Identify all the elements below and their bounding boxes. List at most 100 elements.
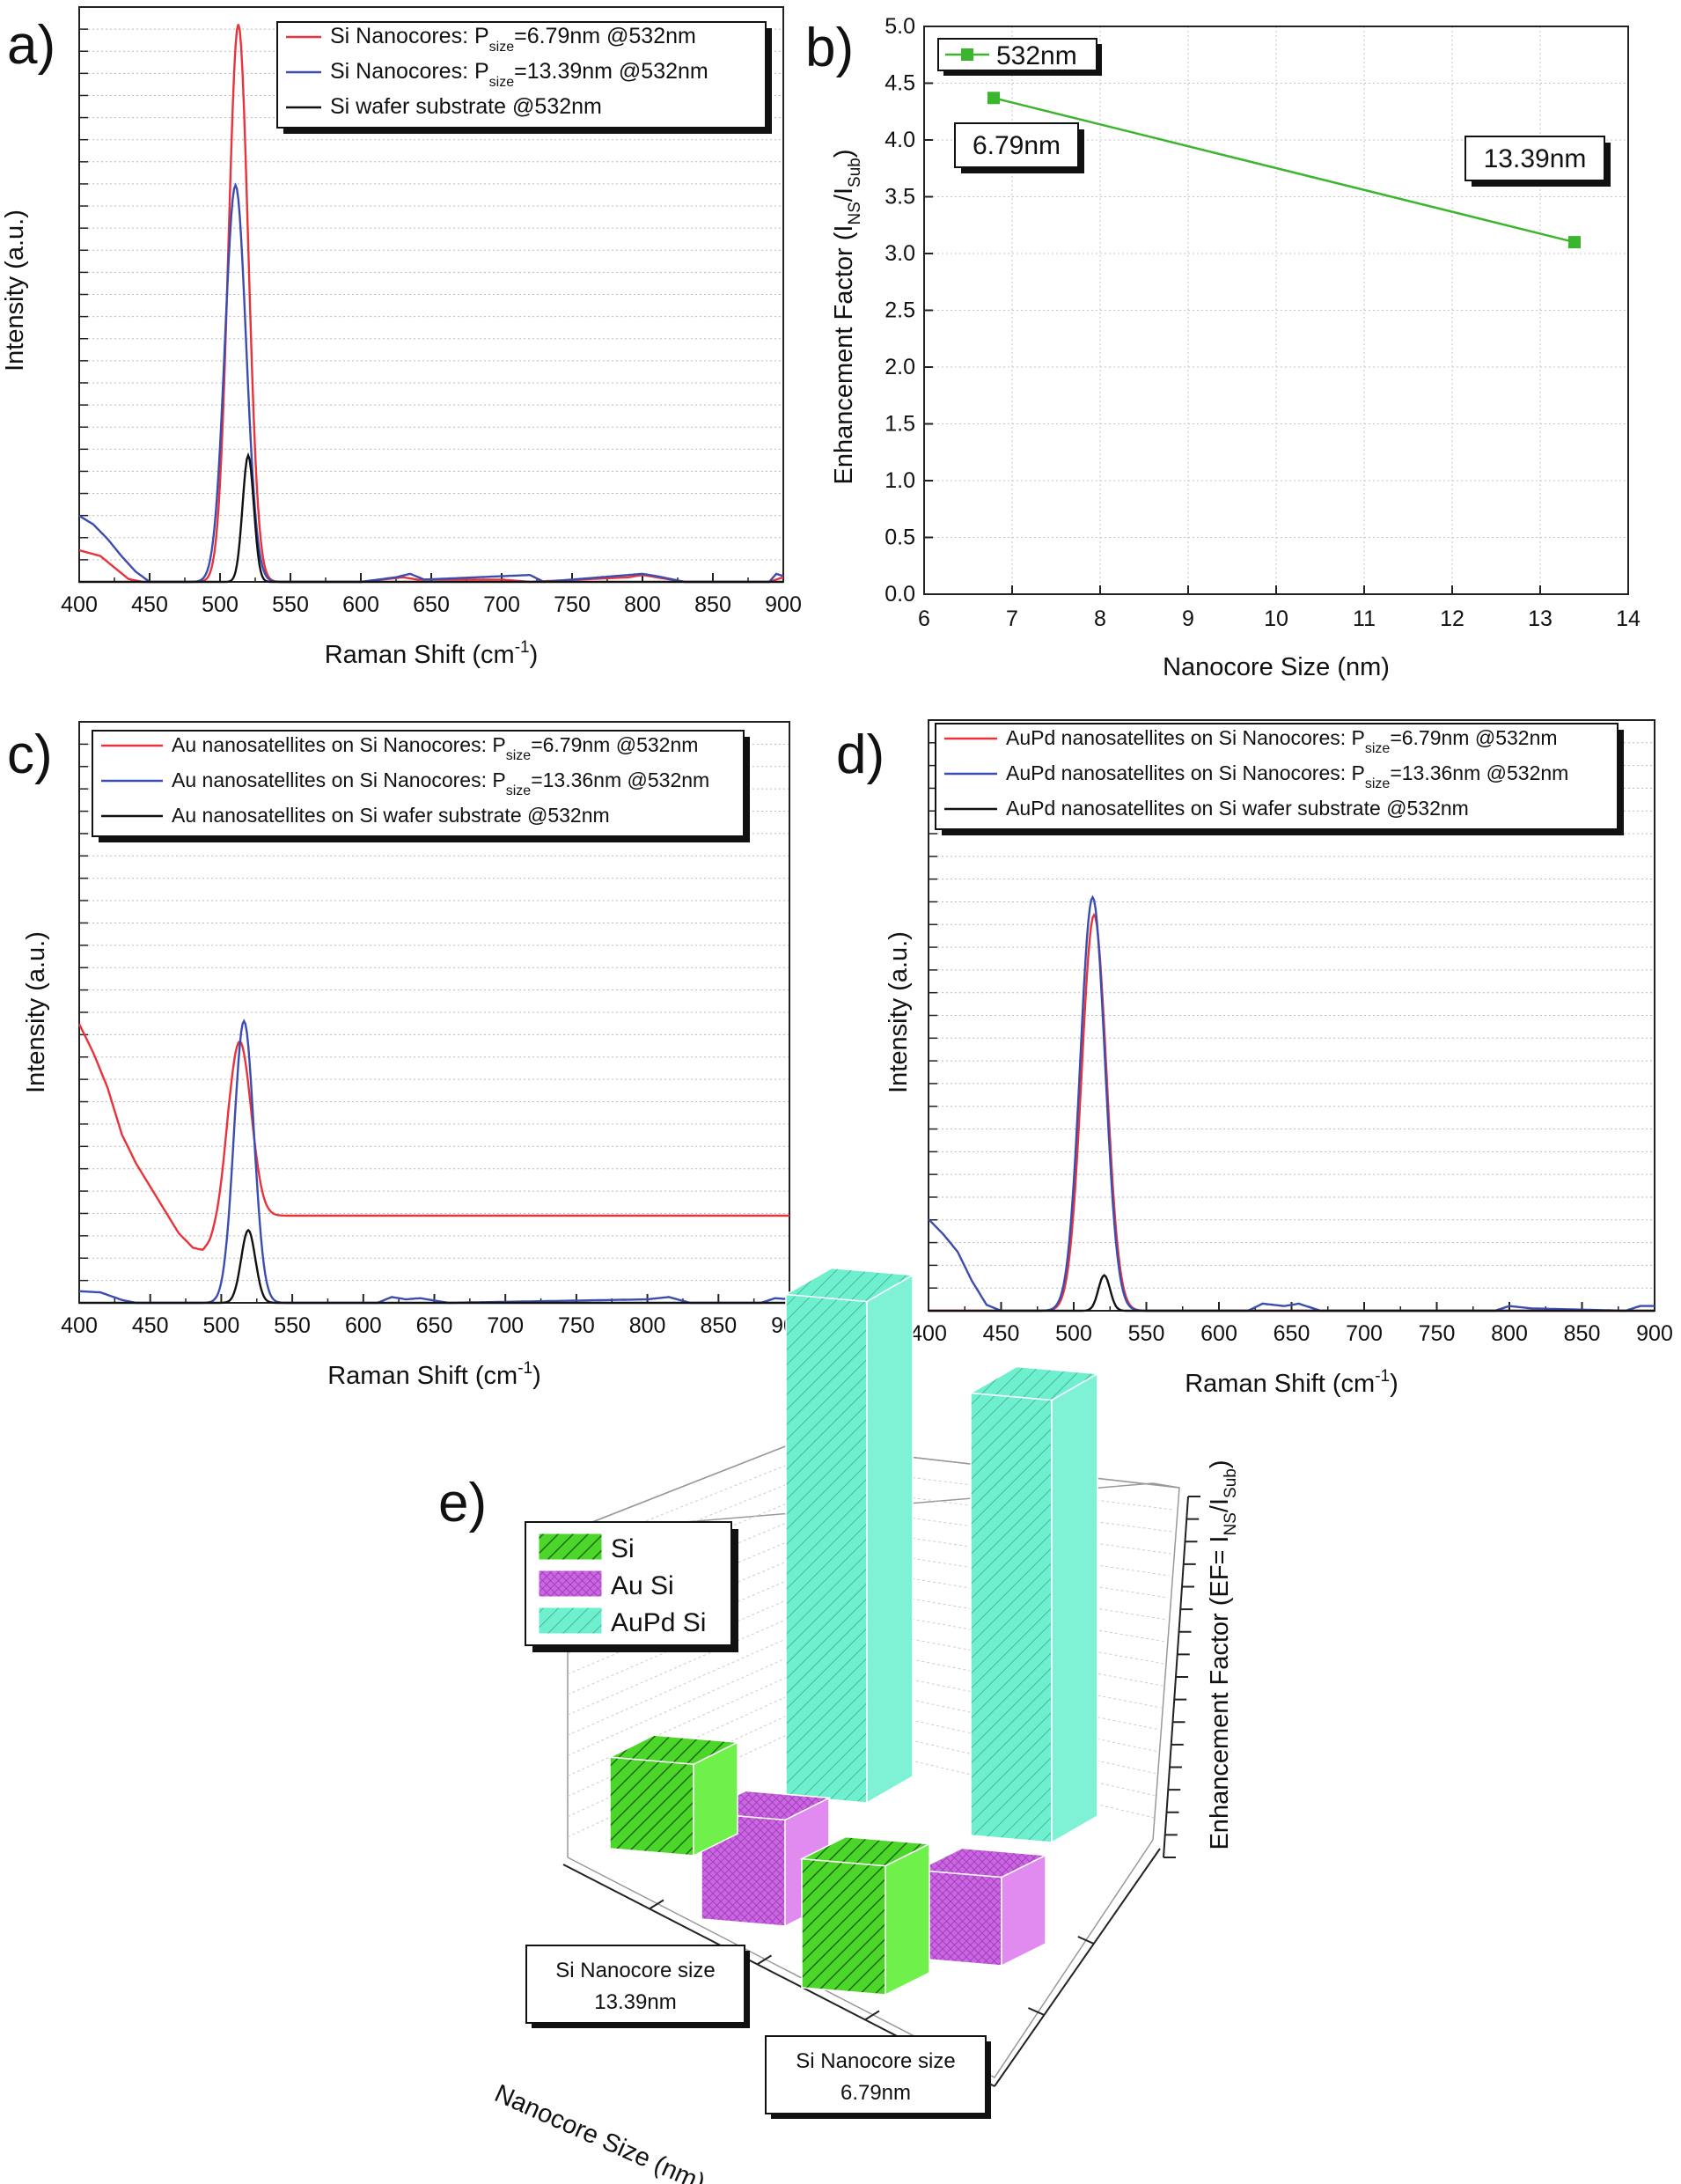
bar-si-2-side — [885, 1842, 930, 1996]
frame-floor — [567, 1839, 1154, 2078]
y-tick-label: 1.0 — [885, 468, 915, 493]
z-axis-label: Enhancement Factor (EF= INS/ISub) — [1206, 1460, 1240, 1849]
bar-aupd-2-top — [968, 1365, 1100, 1401]
legend-sub: size — [1365, 741, 1391, 756]
x-tick-label: 500 — [203, 1313, 240, 1338]
legend-entry-1: Au nanosatellites on Si Nanocores: Psize… — [172, 733, 698, 763]
x-tick-label: 750 — [554, 592, 591, 617]
y-axis-label: Intensity (a.u.) — [1, 210, 29, 371]
x-axis-label: Raman Shift (cm-1) — [325, 638, 539, 669]
x-tick-label: 550 — [274, 1313, 311, 1338]
series-line-3 — [79, 1228, 789, 1305]
x-axis-label: Nanocore Size (nm) — [1163, 653, 1390, 681]
x-tick — [756, 1954, 773, 1966]
y-tick-label: 2.0 — [885, 355, 915, 379]
x-axis-label-sup: -1 — [1375, 1367, 1390, 1386]
x-tick-label: 9 — [1182, 607, 1194, 631]
y-tick-label: 0.0 — [885, 582, 915, 607]
x-axis-label-end: ) — [1390, 1370, 1398, 1398]
x-tick-label: 450 — [132, 1313, 169, 1338]
grid-line — [567, 1636, 793, 1736]
legend-text: Au nanosatellites on Si Nanocores: P — [172, 733, 506, 756]
bar-si-2-front — [801, 1857, 886, 1996]
z-axis-label-sub: Sub — [1222, 1468, 1240, 1498]
legend-box — [935, 723, 1619, 830]
x-tick-label: 900 — [765, 592, 802, 617]
x-axis-label-end: ) — [530, 641, 539, 669]
series-line-2 — [928, 894, 1655, 1313]
y-tick — [1027, 2007, 1045, 2016]
x-axis-label-text: Raman Shift (cm — [1185, 1370, 1375, 1398]
legend-entry-3: Si wafer substrate @532nm — [330, 94, 602, 119]
legend-entry-1: AuPd nanosatellites on Si Nanocores: Psi… — [1006, 726, 1558, 756]
legend-text-end: =13.36nm @532nm — [531, 768, 709, 791]
bar-si-2-top — [799, 1835, 932, 1867]
data-point-2 — [1568, 236, 1581, 249]
legend-text: Si Nanocores: P — [330, 59, 489, 84]
legend-entry: 532nm — [996, 41, 1077, 70]
x-tick-label: 750 — [1419, 1321, 1456, 1346]
series-line-1 — [77, 1023, 789, 1251]
grid-line — [567, 1655, 793, 1756]
y-axis-line — [994, 1848, 1161, 2087]
x-tick-label: 12 — [1440, 607, 1464, 631]
legend-sub: size — [489, 75, 515, 90]
legend-text: Au nanosatellites on Si wafer substrate … — [172, 804, 610, 827]
grid-line — [567, 1674, 793, 1776]
x-axis-label: Raman Shift (cm-1) — [327, 1359, 541, 1390]
legend-entry-2: Si Nanocores: Psize=13.39nm @532nm — [330, 59, 708, 90]
annotation-box — [1464, 136, 1605, 181]
legend-text: AuPd nanosatellites on Si Nanocores: P — [1006, 761, 1365, 784]
x-tick-label: 550 — [272, 592, 309, 617]
series-line-2 — [78, 1018, 790, 1305]
grid-line — [567, 1501, 793, 1593]
legend-box — [276, 21, 767, 129]
bar-aupd-2-front — [970, 1392, 1053, 1843]
legend-swatch-3 — [538, 1607, 603, 1635]
y-axis-label-mid: /I — [830, 188, 858, 202]
panel-b-label: b) — [805, 18, 854, 78]
y-tick-label: 4.5 — [885, 71, 915, 96]
panel-e-chart: Si Au Si AuPd Si Si Nanocore size 13.39nm Si … — [490, 1267, 1240, 2184]
grid-line — [567, 1462, 793, 1553]
z-axis-label-text: Enhancement Factor (EF= I — [1206, 1535, 1234, 1849]
x-tick-label: 450 — [131, 592, 168, 617]
legend-sub: size — [506, 748, 532, 763]
annotation-box — [954, 122, 1079, 168]
y-tick-label: 2.5 — [885, 298, 915, 323]
legend-entry-3: AuPd Si — [611, 1608, 706, 1637]
y-axis-label-text: Enhancement Factor (I — [830, 225, 858, 485]
y-tick-label: 5.0 — [885, 14, 915, 39]
legend-text: Si wafer substrate @532nm — [330, 94, 602, 119]
x-tick-label: 650 — [416, 1313, 453, 1338]
bar-aupd-2-side — [1051, 1372, 1098, 1844]
y-axis-label-sub: NS — [846, 202, 864, 224]
bar-au-2-front — [917, 1869, 1002, 1967]
legend-entry-3: AuPd nanosatellites on Si wafer substrat… — [1006, 797, 1469, 820]
panel-a-chart: 400 450 500 550 600 650 700 750 800 850 900 Raman S… — [1, 6, 802, 669]
x-tick-label: 500 — [1055, 1321, 1092, 1346]
x-axis-label-sup: -1 — [515, 638, 530, 657]
y-axis-label: Intensity (a.u.) — [22, 931, 50, 1093]
legend-box — [92, 730, 745, 837]
legend-entry-3: Au nanosatellites on Si wafer substrate … — [172, 804, 610, 827]
category-box — [525, 1945, 745, 2024]
x-tick-label: 14 — [1616, 607, 1641, 631]
x-tick-label: 450 — [983, 1321, 1020, 1346]
x-axis-label-text: Raman Shift (cm — [325, 641, 515, 669]
legend-entry-2: AuPd nanosatellites on Si Nanocores: Psi… — [1006, 761, 1568, 791]
y-axis-label: Enhancement Factor (INS/ISub) — [830, 150, 864, 485]
bar-aupd-1-top — [783, 1267, 915, 1303]
legend-entry-1: Si — [611, 1534, 635, 1563]
grid-line — [567, 1616, 793, 1716]
annotation-2: 13.39nm — [1484, 144, 1587, 173]
z-axis-label-sub: NS — [1222, 1512, 1240, 1535]
y-tick-label: 3.5 — [885, 185, 915, 210]
grid-line — [791, 1636, 1162, 1709]
grid-line — [791, 1616, 1163, 1687]
x-tick-label: 600 — [1200, 1321, 1237, 1346]
x-tick-label: 13 — [1528, 607, 1553, 631]
legend-entry-2: Au nanosatellites on Si Nanocores: Psize… — [172, 768, 709, 798]
panel-d-chart: 400 450 500 550 600 650 700 750 800 850 900 Raman S… — [885, 719, 1673, 1398]
